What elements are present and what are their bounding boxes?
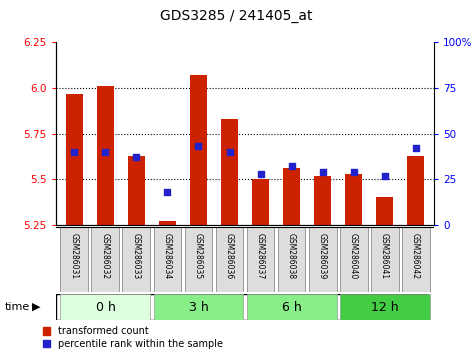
Bar: [340, 227, 368, 292]
Point: [102, 149, 109, 155]
Bar: [314, 176, 331, 225]
Bar: [66, 93, 83, 225]
Bar: [190, 75, 207, 225]
Text: GSM286038: GSM286038: [287, 233, 296, 279]
Point: [288, 164, 295, 169]
Bar: [340, 294, 429, 320]
Text: GSM286033: GSM286033: [132, 233, 141, 279]
Bar: [128, 155, 145, 225]
Point: [226, 149, 233, 155]
Bar: [123, 227, 150, 292]
Text: time: time: [5, 302, 30, 312]
Bar: [61, 227, 88, 292]
Bar: [308, 227, 336, 292]
Bar: [154, 294, 244, 320]
Text: GSM286032: GSM286032: [101, 233, 110, 279]
Text: GSM286031: GSM286031: [70, 233, 79, 279]
Bar: [402, 227, 429, 292]
Text: 12 h: 12 h: [371, 301, 398, 314]
Bar: [246, 294, 336, 320]
Text: ▶: ▶: [32, 302, 41, 312]
Text: 0 h: 0 h: [96, 301, 115, 314]
Text: GSM286040: GSM286040: [349, 233, 358, 279]
Text: GSM286037: GSM286037: [256, 233, 265, 279]
Text: GSM286036: GSM286036: [225, 233, 234, 279]
Legend: transformed count, percentile rank within the sample: transformed count, percentile rank withi…: [43, 326, 223, 349]
Bar: [283, 168, 300, 225]
Bar: [184, 227, 212, 292]
Bar: [278, 227, 306, 292]
Text: GSM286035: GSM286035: [194, 233, 203, 279]
Bar: [345, 174, 362, 225]
Bar: [61, 294, 150, 320]
Point: [350, 169, 358, 175]
Text: GSM286042: GSM286042: [411, 233, 420, 279]
Bar: [221, 119, 238, 225]
Bar: [154, 227, 182, 292]
Text: 6 h: 6 h: [281, 301, 301, 314]
Text: GSM286039: GSM286039: [318, 233, 327, 279]
Point: [319, 169, 326, 175]
Bar: [376, 198, 393, 225]
Bar: [216, 227, 244, 292]
Point: [70, 149, 78, 155]
Bar: [159, 221, 176, 225]
Point: [195, 144, 202, 149]
Bar: [252, 179, 269, 225]
Bar: [246, 227, 274, 292]
Point: [381, 173, 388, 178]
Bar: [371, 227, 399, 292]
Bar: [91, 227, 119, 292]
Bar: [97, 86, 114, 225]
Point: [132, 154, 140, 160]
Point: [257, 171, 264, 177]
Text: 3 h: 3 h: [189, 301, 209, 314]
Text: GSM286034: GSM286034: [163, 233, 172, 279]
Point: [412, 145, 420, 151]
Text: GDS3285 / 241405_at: GDS3285 / 241405_at: [160, 9, 313, 23]
Point: [164, 189, 171, 195]
Text: GSM286041: GSM286041: [380, 233, 389, 279]
Bar: [407, 155, 424, 225]
